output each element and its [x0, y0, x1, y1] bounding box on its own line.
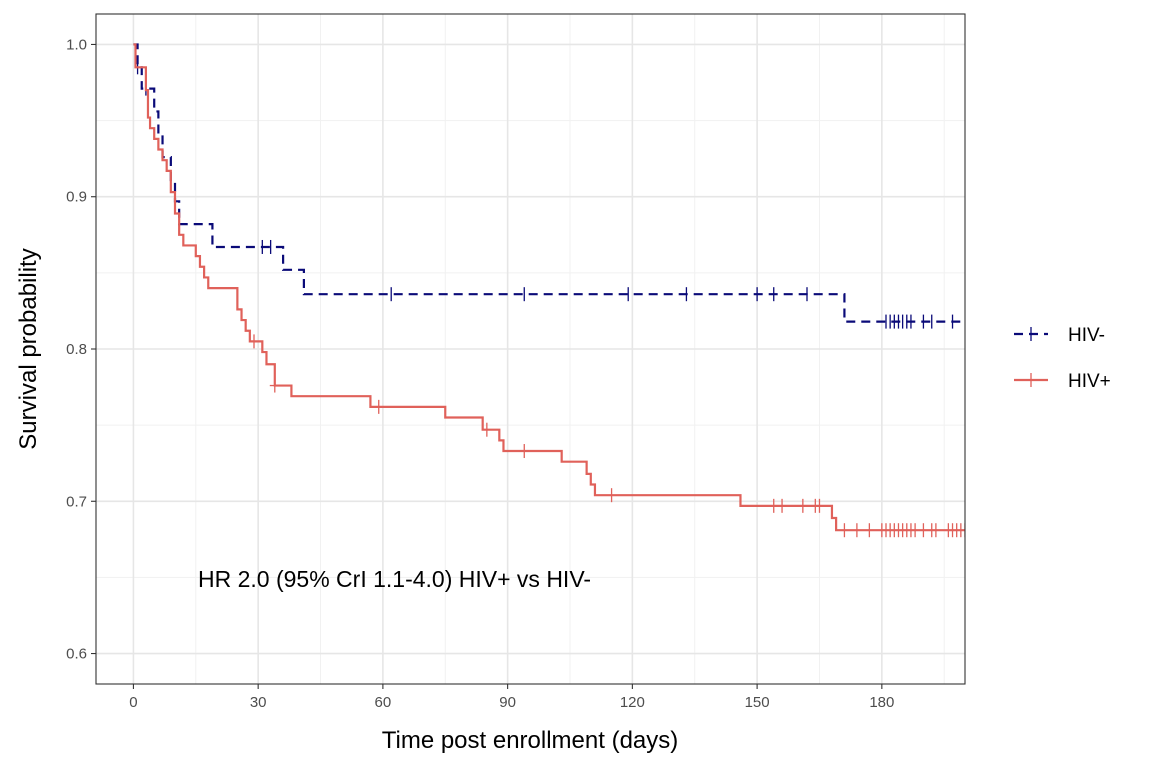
- x-tick-label: 120: [620, 694, 645, 711]
- series-hiv-negative: [133, 43, 965, 329]
- survival-curve-hiv-positive: [133, 43, 965, 532]
- x-tick-label: 180: [869, 694, 894, 711]
- y-tick-label: 0.6: [66, 646, 87, 663]
- x-tick-label: 90: [499, 694, 516, 711]
- legend: HIV- HIV+: [1014, 325, 1111, 392]
- x-tick-label: 30: [250, 694, 267, 711]
- legend-item-hiv-negative: HIV-: [1014, 325, 1105, 346]
- series-layer: [133, 43, 965, 538]
- legend-label-hiv-positive: HIV+: [1068, 371, 1111, 392]
- y-tick-label: 0.9: [66, 189, 87, 206]
- grid-lines: [96, 14, 965, 684]
- legend-label-hiv-negative: HIV-: [1068, 325, 1105, 346]
- y-tick-label: 1.0: [66, 36, 87, 53]
- series-hiv-positive: [133, 43, 965, 538]
- x-tick-label: 150: [745, 694, 770, 711]
- x-axis-title: Time post enrollment (days): [382, 727, 679, 754]
- y-tick-label: 0.7: [66, 493, 87, 510]
- x-tick-label: 60: [375, 694, 392, 711]
- y-axis-title: Survival probability: [15, 248, 42, 449]
- survival-curve-hiv-negative: [133, 43, 965, 323]
- x-tick-label: 0: [129, 694, 137, 711]
- legend-item-hiv-positive: HIV+: [1014, 371, 1111, 392]
- y-tick-label: 0.8: [66, 341, 87, 358]
- hazard-ratio-annotation: HR 2.0 (95% CrI 1.1-4.0) HIV+ vs HIV-: [198, 566, 591, 592]
- axes: 0 30 60 90 120 150 180 0.6 0.7 0.8 0.9 1.0: [66, 36, 894, 711]
